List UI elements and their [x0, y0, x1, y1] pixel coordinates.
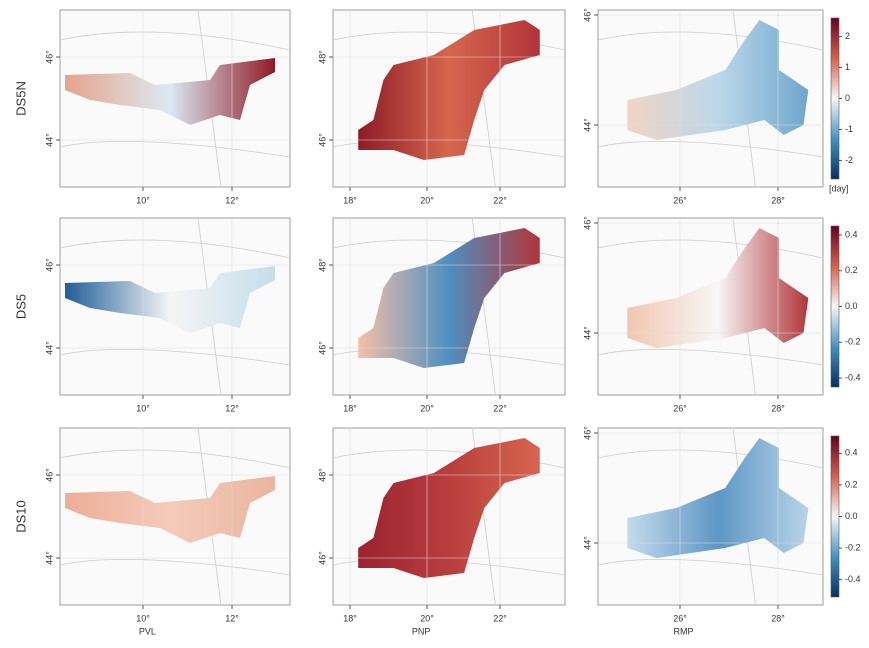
y-tick-label: 46°	[317, 133, 327, 147]
y-tick-label: 44°	[44, 341, 54, 355]
colorbar-tick-label: 0.2	[845, 265, 858, 275]
y-tick-label: 44°	[44, 551, 54, 565]
colorbar-tick-label: 0.4	[845, 229, 858, 239]
x-tick-label: 26°	[673, 613, 687, 623]
y-tick-label: 44°	[44, 133, 54, 147]
colorbar-tick-label: 0.4	[845, 448, 858, 458]
y-tick-label: 44°	[582, 536, 592, 550]
y-tick-label: 48°	[317, 468, 327, 482]
y-tick-label: 48°	[317, 258, 327, 272]
colorbar	[831, 226, 839, 387]
x-tick-label: 22°	[493, 195, 507, 205]
y-tick-label: 46°	[44, 50, 54, 64]
x-tick-label: 18°	[343, 613, 357, 623]
x-tick-label: 28°	[771, 403, 785, 413]
colorbar-tick-label: 1	[845, 62, 850, 72]
colorbar	[831, 436, 839, 597]
x-tick-label: 18°	[343, 403, 357, 413]
row-label: DS5	[13, 294, 28, 319]
colorbar-tick-label: 2	[845, 31, 850, 41]
colorbar-tick-label: -0.2	[845, 542, 861, 552]
x-tick-label: 20°	[420, 403, 434, 413]
x-tick-label: 20°	[420, 195, 434, 205]
column-label: PVL	[139, 626, 156, 636]
colorbar-tick-label: -0.4	[845, 372, 861, 382]
x-tick-label: 26°	[673, 195, 687, 205]
x-tick-label: 28°	[771, 613, 785, 623]
x-tick-label: 26°	[673, 403, 687, 413]
colorbar-tick-label: 0	[845, 93, 850, 103]
y-tick-label: 46°	[582, 216, 592, 230]
row-label: DS10	[13, 500, 28, 533]
x-tick-label: 22°	[493, 403, 507, 413]
y-tick-label: 44°	[582, 118, 592, 132]
y-tick-label: 48°	[317, 50, 327, 64]
y-tick-label: 46°	[317, 341, 327, 355]
y-tick-label: 44°	[582, 326, 592, 340]
y-tick-label: 46°	[317, 551, 327, 565]
x-tick-label: 10°	[136, 195, 150, 205]
x-tick-label: 12°	[225, 195, 239, 205]
y-tick-label: 46°	[582, 8, 592, 22]
colorbar-tick-label: -0.2	[845, 337, 861, 347]
x-tick-label: 12°	[225, 403, 239, 413]
colorbar-tick-label: -0.4	[845, 574, 861, 584]
y-tick-label: 46°	[44, 258, 54, 272]
x-tick-label: 28°	[771, 195, 785, 205]
colorbar-tick-label: -1	[845, 124, 853, 134]
x-tick-label: 10°	[136, 613, 150, 623]
colorbar-unit: [day]	[829, 183, 849, 193]
colorbar	[831, 18, 839, 179]
x-tick-label: 18°	[343, 195, 357, 205]
x-tick-label: 22°	[493, 613, 507, 623]
column-label: PNP	[412, 626, 431, 636]
colorbar-tick-label: 0.2	[845, 479, 858, 489]
x-tick-label: 12°	[225, 613, 239, 623]
column-label: RMP	[674, 626, 694, 636]
y-tick-label: 46°	[44, 468, 54, 482]
colorbar-tick-label: 0.0	[845, 511, 858, 521]
y-tick-label: 46°	[582, 426, 592, 440]
colorbar-tick-label: -2	[845, 155, 853, 165]
colorbar-tick-label: 0.0	[845, 301, 858, 311]
row-label: DS5N	[13, 81, 28, 116]
x-tick-label: 20°	[420, 613, 434, 623]
x-tick-label: 10°	[136, 403, 150, 413]
figure: DS5N 10° 12° 46° 44° 18° 20° 22° 48° 46° 26° 28° 46°…	[0, 0, 869, 643]
